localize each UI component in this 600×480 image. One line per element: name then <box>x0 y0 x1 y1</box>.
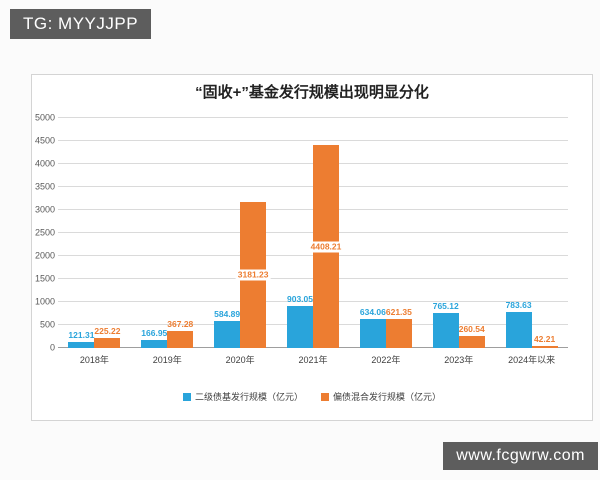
bar: 260.54 <box>458 325 485 348</box>
bar-group-2021年: 903.05 4408.21 <box>277 118 350 348</box>
y-tick-label: 2500 <box>34 227 55 238</box>
y-tick-label: 4500 <box>34 135 55 146</box>
y-tick-label: 5000 <box>34 112 55 123</box>
bar-group-2024年以来: 783.63 42.21 <box>495 118 568 348</box>
bar-group-2023年: 765.12 260.54 <box>422 118 495 348</box>
bar: 634.06 <box>359 307 386 348</box>
bar: 3181.23 <box>235 201 271 348</box>
plot-column: 121.31 225.22 166.95 367.28 584.89 3181.23 903… <box>58 117 568 365</box>
watermark-badge-bottom-right: www.fcgwrw.com <box>443 442 598 470</box>
y-tick-label: 3000 <box>34 204 55 215</box>
bar-data-label: 3181.23 <box>235 269 271 281</box>
bar-data-label: 621.35 <box>385 307 412 318</box>
bar-data-label: 783.63 <box>505 299 532 310</box>
legend-item: 偏债混合发行规模（亿元） <box>321 390 441 403</box>
bar-data-label: 634.06 <box>359 306 386 317</box>
legend-label: 二级债基发行规模（亿元） <box>194 392 303 402</box>
bar: 367.28 <box>167 320 194 348</box>
bar-data-label: 260.54 <box>458 324 485 335</box>
plot-area: 121.31 225.22 166.95 367.28 584.89 3181.23 903… <box>58 117 568 348</box>
x-tick-label: 2022年 <box>371 355 401 365</box>
x-tick-label: 2023年 <box>444 355 474 365</box>
bar: 166.95 <box>141 329 168 348</box>
legend: 二级债基发行规模（亿元） 偏债混合发行规模（亿元） <box>32 390 592 403</box>
x-tick-label: 2020年 <box>225 355 255 365</box>
bar-data-label: 584.89 <box>214 309 241 320</box>
bar-group-2020年: 584.89 3181.23 <box>204 118 277 348</box>
bar: 4408.21 <box>308 145 344 348</box>
gridline <box>58 117 568 118</box>
bar: 42.21 <box>531 335 558 348</box>
y-tick-label: 1500 <box>34 273 55 284</box>
bar-data-label: 121.31 <box>68 330 95 341</box>
bar: 584.89 <box>214 310 241 348</box>
bar-data-label: 4408.21 <box>308 241 344 253</box>
bar-group-2022年: 634.06 621.35 <box>349 118 422 348</box>
x-tick-label: 2019年 <box>152 355 182 365</box>
bar-group-2019年: 166.95 367.28 <box>131 118 204 348</box>
y-tick-label: 0 <box>49 342 55 353</box>
chart-body: 0 500 1000 1500 2000 2500 3000 3500 4000 4500 5000… <box>34 113 568 365</box>
bar: 765.12 <box>432 301 459 348</box>
y-tick-label: 4000 <box>34 158 55 169</box>
y-tick-label: 3500 <box>34 181 55 192</box>
y-tick-label: 2000 <box>34 250 55 261</box>
y-tick-label: 500 <box>39 319 55 330</box>
gridline <box>58 140 568 141</box>
bar-data-label: 367.28 <box>167 319 194 330</box>
legend-label: 偏债混合发行规模（亿元） <box>333 392 442 402</box>
chart-title: “固收+”基金发行规模出现明显分化 <box>195 84 429 101</box>
bar: 621.35 <box>385 308 412 348</box>
watermark-badge-top-left: TG: MYYJJPP <box>10 9 152 39</box>
bar-data-label: 42.21 <box>533 334 556 345</box>
legend-item: 二级债基发行规模（亿元） <box>182 390 303 403</box>
chart-card: “固收+”基金发行规模出现明显分化 0 500 1000 1500 2000 2500 30… <box>31 74 593 421</box>
x-axis: 2018年 2019年 2020年 2021年 2022年 2023年 2024年以来 <box>58 353 568 366</box>
bar-data-label: 765.12 <box>432 300 459 311</box>
bar: 225.22 <box>94 326 121 348</box>
x-tick-label: 2024年以来 <box>508 355 556 365</box>
legend-swatch-icon <box>321 392 329 401</box>
y-tick-label: 1000 <box>34 296 55 307</box>
bar-data-label: 903.05 <box>287 294 313 305</box>
x-tick-label: 2018年 <box>79 355 109 365</box>
y-axis: 0 500 1000 1500 2000 2500 3000 3500 4000 4500 5000 <box>34 113 58 352</box>
bar: 903.05 <box>287 295 313 348</box>
bar: 121.31 <box>68 331 95 348</box>
bar: 783.63 <box>505 300 532 348</box>
bar-data-label: 225.22 <box>94 325 121 336</box>
bar-group-2018年: 121.31 225.22 <box>58 118 131 348</box>
x-tick-label: 2021年 <box>298 355 328 365</box>
bar-data-label: 166.95 <box>141 328 168 339</box>
legend-swatch-icon <box>182 392 191 401</box>
